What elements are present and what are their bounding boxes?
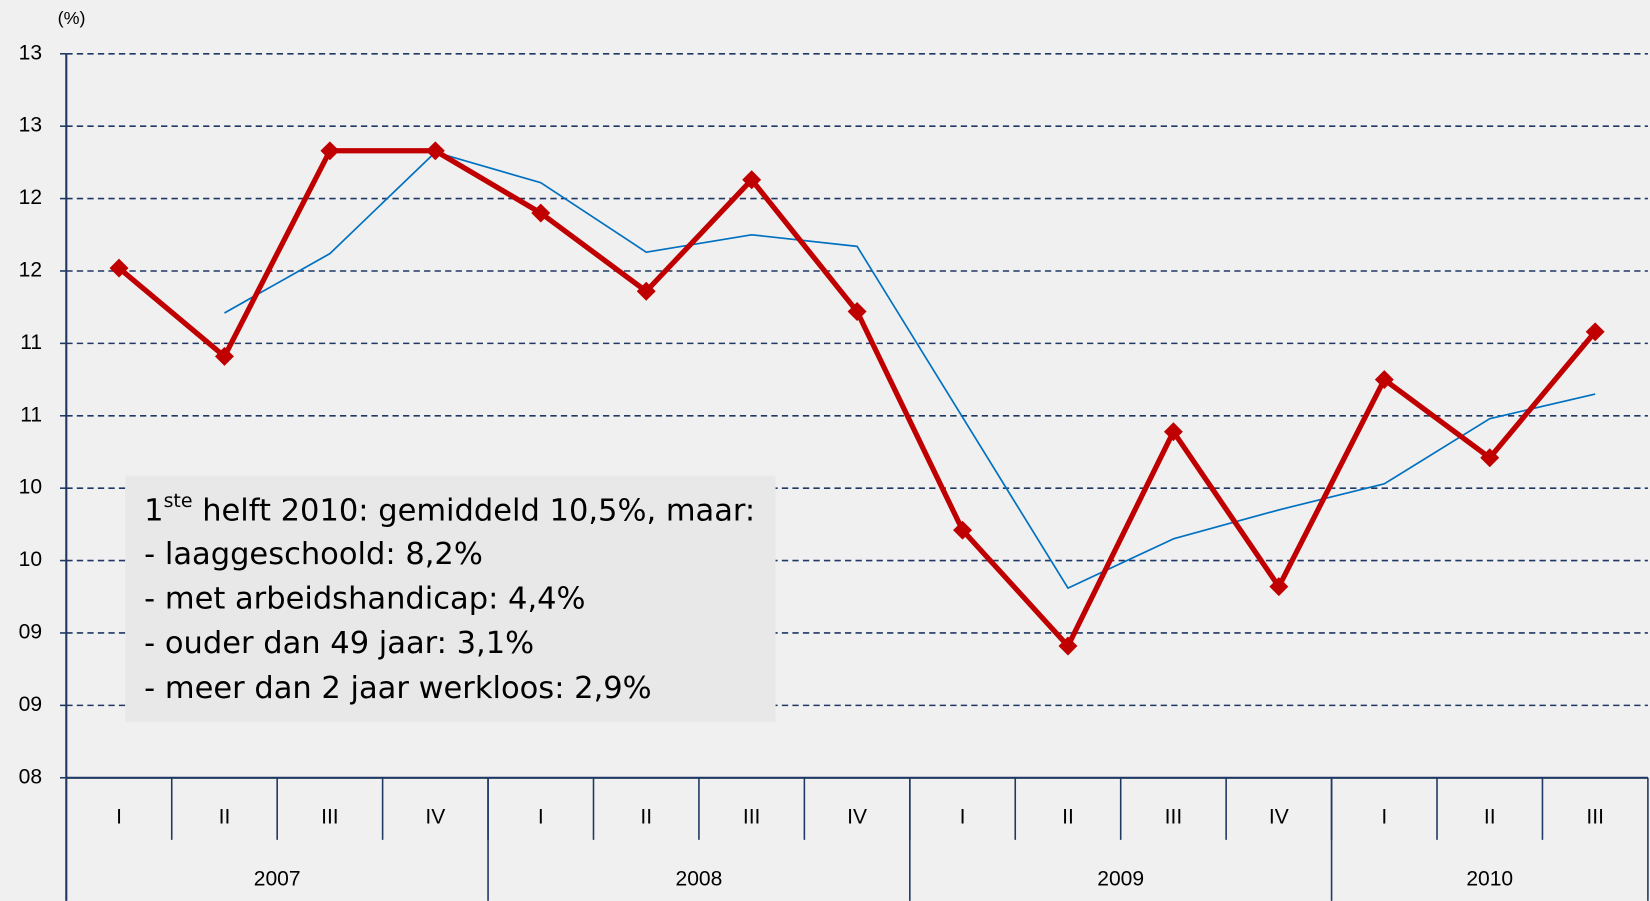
group-label: 2009 <box>1097 867 1144 890</box>
x-tick-label: II <box>219 805 231 828</box>
point-marker <box>214 346 234 366</box>
x-tick-label: II <box>640 805 652 828</box>
point-marker <box>1585 322 1605 342</box>
y-tick-label: 12 <box>19 186 42 209</box>
point-marker <box>1480 448 1500 468</box>
point-marker <box>847 302 867 321</box>
y-tick-label: 11 <box>20 403 42 426</box>
group-label: 2010 <box>1466 867 1513 890</box>
x-tick-label: II <box>1062 805 1074 828</box>
annotation-sup: ste <box>164 490 193 512</box>
annotation-title: 1ste helft 2010: gemiddeld 10,5%, maar: <box>144 490 755 529</box>
x-tick-label: I <box>538 805 544 828</box>
x-tick-label: III <box>743 805 761 828</box>
x-tick-label: III <box>1586 805 1604 828</box>
x-tick-label: IV <box>425 805 445 828</box>
x-tick-label: I <box>960 805 966 828</box>
annotation-line: - ouder dan 49 jaar: 3,1% <box>144 626 534 661</box>
group-label: 2007 <box>254 867 301 890</box>
annotation-box <box>125 475 776 722</box>
x-tick-label: IV <box>847 805 867 828</box>
y-tick-label: 10 <box>19 548 42 571</box>
point-marker <box>636 281 656 301</box>
unit-label: (%) <box>58 8 86 28</box>
group-label: 2008 <box>676 867 723 890</box>
point-marker <box>742 170 762 190</box>
y-tick-label: 10 <box>19 476 42 499</box>
y-tick-label: 11 <box>20 331 42 354</box>
y-tick-label: 12 <box>19 259 42 282</box>
point-marker <box>1058 636 1078 656</box>
x-tick-label: II <box>1484 805 1496 828</box>
y-tick-label: 09 <box>19 621 42 644</box>
annotation-line: - met arbeidshandicap: 4,4% <box>144 582 585 617</box>
annotation-text: helft 2010: gemiddeld 10,5%, maar: <box>193 493 756 528</box>
point-marker <box>320 141 340 161</box>
point-marker <box>1269 577 1289 597</box>
point-marker <box>1163 422 1183 442</box>
point-marker <box>953 520 973 540</box>
x-tick-label: I <box>116 805 122 828</box>
point-marker <box>531 203 551 223</box>
y-tick-label: 08 <box>19 765 42 788</box>
y-tick-label: 09 <box>19 693 42 716</box>
annotation-lead: 1 <box>144 493 163 528</box>
y-tick-label: 13 <box>19 41 42 64</box>
series-line <box>224 151 1596 589</box>
y-tick-label: 13 <box>19 114 42 137</box>
x-tick-label: III <box>1165 805 1183 828</box>
x-tick-label: IV <box>1269 805 1289 828</box>
x-tick-label: III <box>321 805 339 828</box>
annotation-line: - meer dan 2 jaar werkloos: 2,9% <box>144 671 652 706</box>
annotation-line: - laaggeschoold: 8,2% <box>144 537 483 572</box>
x-tick-label: I <box>1381 805 1387 828</box>
